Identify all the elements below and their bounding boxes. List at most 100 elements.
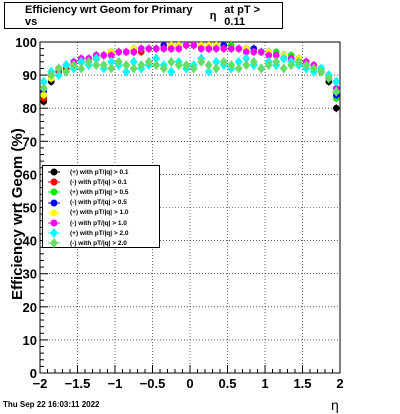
data-point [265, 51, 273, 59]
data-point [175, 45, 183, 52]
legend-marker [46, 218, 62, 228]
legend-marker [46, 177, 62, 187]
x-tick-label: −2 [33, 376, 48, 391]
legend-entry: (-) with pT/|q| > 2.0 [43, 238, 159, 249]
legend-label: (-) with pT/|q| > 2.0 [70, 239, 127, 247]
data-point [100, 51, 108, 59]
data-point [152, 53, 161, 64]
data-point [122, 66, 131, 77]
data-point [212, 63, 221, 74]
data-point [182, 42, 190, 49]
data-point [212, 56, 221, 67]
data-point [54, 70, 63, 81]
data-point [242, 53, 251, 64]
legend-label: (+) with pT/|q| > 0.1 [70, 168, 129, 176]
data-point [92, 60, 101, 71]
x-tick-label: 0.5 [218, 376, 236, 391]
data-point [317, 66, 326, 77]
data-point [332, 86, 341, 97]
legend-marker [46, 238, 62, 249]
data-points [39, 41, 341, 113]
data-point [332, 104, 340, 112]
data-point [197, 56, 206, 67]
data-point [129, 56, 138, 67]
data-point [205, 45, 213, 52]
data-point [144, 56, 153, 67]
x-tick-label: 1 [261, 376, 268, 391]
series-7 [39, 56, 341, 97]
data-point [197, 45, 205, 52]
data-point [309, 63, 318, 74]
data-point [115, 48, 123, 56]
data-point [107, 63, 116, 74]
x-tick-label: 1.5 [293, 376, 311, 391]
data-point [130, 48, 138, 56]
legend-entry: (-) with pT/|q| > 0.5 [43, 198, 159, 208]
data-point [84, 56, 93, 67]
data-point [122, 60, 131, 71]
data-point [227, 60, 236, 71]
legend-label: (+) with pT/|q| > 0.5 [70, 188, 129, 196]
data-point [39, 76, 48, 87]
data-point [182, 60, 191, 71]
x-tick-label: 0 [186, 376, 193, 391]
y-tick-label: 10 [23, 333, 37, 348]
data-point [107, 51, 115, 59]
chart-title-cut: at pT > 0.11 [224, 3, 261, 28]
legend-entry: (+) with pT/|q| > 1.0 [43, 208, 159, 218]
y-tick-label: 50 [23, 201, 37, 216]
data-point [302, 60, 311, 71]
data-point [189, 63, 198, 74]
data-point [167, 45, 175, 52]
data-point [212, 45, 220, 52]
data-point [174, 60, 183, 71]
data-point [92, 53, 101, 64]
legend-marker [46, 198, 62, 208]
legend-marker [46, 187, 62, 197]
legend-entry: (-) with pT/|q| > 1.0 [43, 218, 159, 228]
data-point [242, 48, 250, 56]
y-tick-label: 60 [23, 167, 37, 182]
data-point [152, 45, 160, 52]
data-point [190, 42, 198, 49]
legend-label: (-) with pT/|q| > 1.0 [70, 219, 127, 227]
legend-entry: (+) with pT/|q| > 2.0 [43, 228, 159, 239]
data-point [234, 63, 243, 74]
data-point [145, 45, 153, 52]
x-tick-label: 2 [336, 376, 343, 391]
data-point [294, 56, 303, 67]
data-point [227, 45, 235, 52]
y-tick-label: 80 [23, 101, 37, 116]
data-point [54, 63, 63, 74]
legend-entry: (-) with pT/|q| > 0.1 [43, 177, 159, 187]
legend-marker [46, 167, 62, 177]
y-tick-label: 20 [23, 300, 37, 315]
data-point [220, 45, 228, 52]
x-axis-label: η [331, 397, 339, 413]
legend-marker [46, 228, 62, 239]
legend-entry: (+) with pT/|q| > 0.1 [43, 167, 159, 177]
data-point [99, 60, 108, 71]
data-point [272, 56, 281, 67]
legend-marker [46, 208, 62, 218]
data-point [137, 60, 146, 71]
data-point [47, 70, 56, 81]
data-point [107, 56, 116, 67]
data-point [332, 76, 341, 87]
y-tick-label: 40 [23, 234, 37, 249]
data-point [249, 56, 258, 67]
y-axis-label: Efficiency wrt Geom (%) [9, 128, 26, 300]
data-point [279, 53, 288, 64]
x-tick-label: −0.5 [140, 376, 166, 391]
legend-label: (-) with pT/|q| > 0.1 [70, 178, 127, 186]
data-point [204, 66, 213, 77]
chart-title-eta: η [209, 9, 217, 22]
data-point [324, 73, 333, 84]
y-tick-label: 90 [23, 68, 37, 83]
data-point [62, 66, 71, 77]
data-point [69, 60, 78, 71]
data-point [129, 63, 138, 74]
data-point [234, 56, 243, 67]
legend-label: (+) with pT/|q| > 1.0 [70, 209, 129, 217]
